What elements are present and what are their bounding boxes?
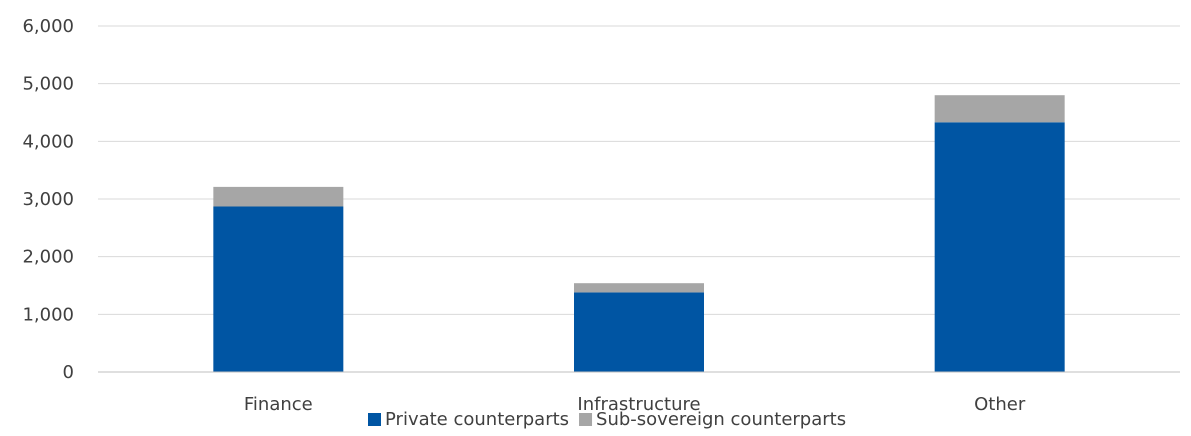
bar-other-series-1 xyxy=(934,95,1065,123)
legend-swatch xyxy=(579,413,593,426)
legend-label: Private counterparts xyxy=(385,409,569,430)
bars xyxy=(213,95,1065,372)
y-tick-label: 3,000 xyxy=(22,189,74,210)
category-labels: Finance Infrastructure Other xyxy=(244,394,1026,415)
bar-finance-series-1 xyxy=(213,186,344,207)
x-category-label: Infrastructure xyxy=(577,394,700,415)
x-category-label: Other xyxy=(974,394,1026,415)
x-category-label: Finance xyxy=(244,394,313,415)
y-tick-label: 4,000 xyxy=(22,131,74,152)
y-tick-label: 1,000 xyxy=(22,304,74,325)
legend-swatch xyxy=(368,413,381,426)
y-tick-label: 5,000 xyxy=(22,74,74,95)
bar-other-series-0 xyxy=(934,122,1065,372)
y-tick-label: 2,000 xyxy=(22,247,74,268)
bar-finance-series-0 xyxy=(213,206,344,372)
bar-infrastructure-series-0 xyxy=(574,292,704,372)
y-tick-label: 6,000 xyxy=(22,16,74,37)
bar-infrastructure-series-1 xyxy=(574,283,704,293)
legend: Private counterparts Sub-sovereign counte… xyxy=(368,409,846,430)
y-axis-tick-labels: 0 1,000 2,000 3,000 4,000 5,000 6,000 xyxy=(22,16,74,383)
y-tick-label: 0 xyxy=(63,362,74,383)
legend-label: Sub-sovereign counterparts xyxy=(596,409,846,430)
